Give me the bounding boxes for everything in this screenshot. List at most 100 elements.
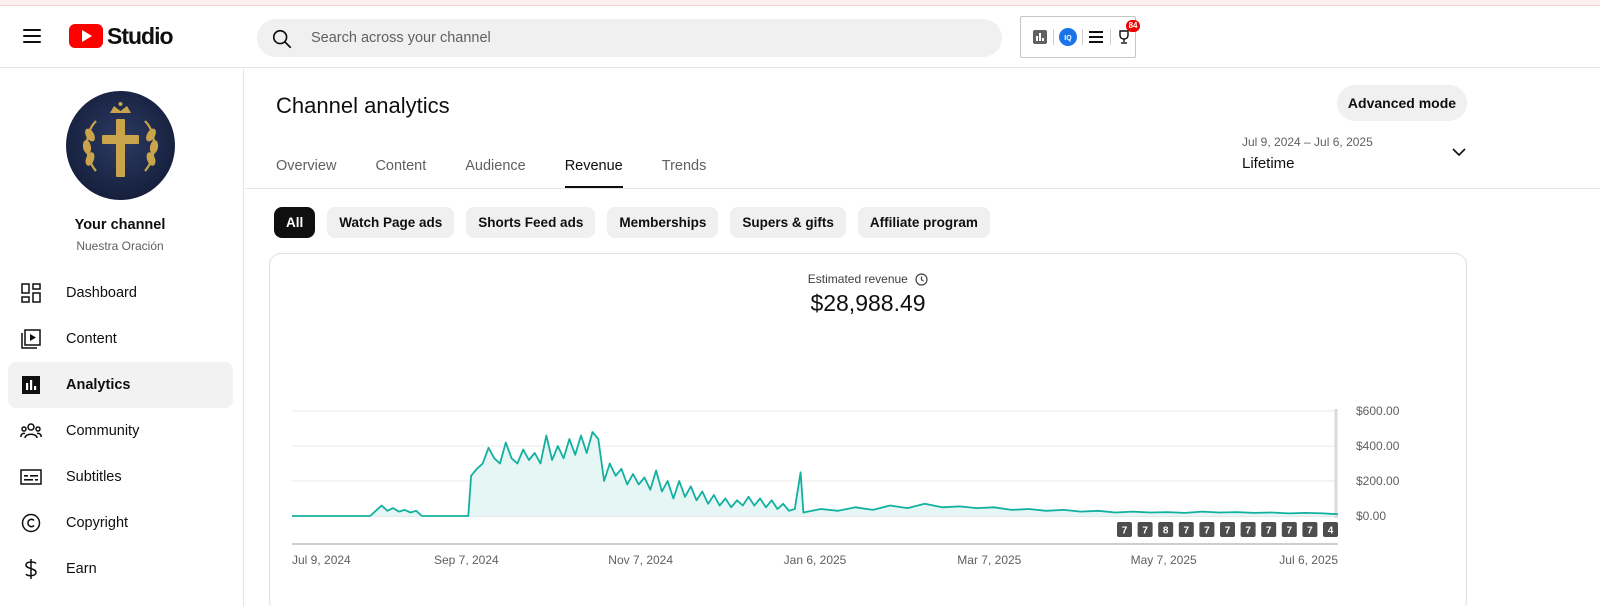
video-marker-label: 7 [1225, 526, 1231, 537]
logo-text: Studio [107, 22, 174, 49]
video-marker [1302, 522, 1318, 537]
x-tick-label: Sep 7, 2024 [434, 553, 499, 567]
y-tick-label: $600.00 [1356, 404, 1400, 418]
video-marker [1178, 522, 1194, 537]
video-marker [1158, 522, 1174, 537]
video-marker [1117, 522, 1132, 537]
sidebar-item-community[interactable]: Community [8, 408, 233, 454]
sidebar-item-label: Analytics [66, 377, 131, 393]
top-accent-line [0, 0, 1600, 6]
sidebar-item-dashboard[interactable]: Dashboard [8, 270, 233, 316]
subtitles-icon [20, 466, 42, 488]
video-marker [1281, 522, 1297, 537]
tab-audience[interactable]: Audience [465, 158, 526, 174]
sidebar-item-copyright[interactable]: Copyright [8, 500, 233, 546]
tab-content[interactable]: Content [375, 158, 427, 174]
avatar[interactable] [66, 91, 175, 200]
revenue-card: Estimated revenue $28,988.49 $600.00 $400… [269, 253, 1467, 606]
menu-button[interactable] [18, 21, 48, 51]
chip-supers-gifts[interactable]: Supers & gifts [730, 207, 846, 238]
metric-value: $28,988.49 [810, 290, 926, 316]
video-marker [1261, 522, 1277, 537]
date-range-label: Lifetime [1242, 155, 1295, 172]
sidebar-item-label: Community [66, 423, 140, 439]
video-marker-label: 8 [1163, 526, 1169, 537]
chip-memberships[interactable]: Memberships [607, 207, 719, 238]
menu-icon-bar [23, 35, 41, 37]
video-marker-label: 7 [1287, 526, 1293, 537]
search-input[interactable] [311, 19, 971, 57]
video-marker-label: 4 [1328, 526, 1334, 537]
earn-icon [20, 558, 42, 580]
revenue-filter-chips: All Watch Page ads Shorts Feed ads Membe… [274, 207, 990, 238]
search-icon[interactable] [271, 28, 293, 50]
chip-affiliate-program[interactable]: Affiliate program [857, 207, 990, 238]
dashboard-icon [20, 282, 42, 304]
tab-overview[interactable]: Overview [276, 158, 337, 174]
x-tick-label: Nov 7, 2024 [608, 553, 673, 567]
extension-list-button[interactable] [1086, 26, 1107, 48]
x-tick-label: Jan 6, 2025 [784, 553, 847, 567]
chip-all[interactable]: All [274, 207, 316, 238]
tab-trends[interactable]: Trends [661, 158, 707, 174]
sidebar-item-subtitles[interactable]: Subtitles [8, 454, 233, 500]
x-tick-label: May 7, 2025 [1131, 553, 1197, 567]
notification-badge: 84 [1126, 20, 1141, 32]
menu-icon [23, 29, 41, 31]
header: Studio IQ [0, 6, 1600, 68]
extension-separator [1053, 29, 1055, 45]
video-marker [1240, 522, 1256, 537]
sidebar-item-label: Dashboard [66, 285, 137, 301]
sidebar-nav: Dashboard Content Analytics Community Su… [8, 270, 233, 592]
extension-trophy-button[interactable]: 84 [1114, 20, 1141, 48]
date-range-dates: Jul 9, 2024 – Jul 6, 2025 [1242, 135, 1373, 149]
list-icon [1089, 31, 1104, 43]
svg-text:IQ: IQ [1064, 35, 1072, 42]
video-marker [1220, 522, 1235, 537]
extension-vidiq-button[interactable]: IQ [1057, 26, 1078, 48]
chip-watch-page-ads[interactable]: Watch Page ads [327, 207, 455, 238]
sidebar: Your channel Nuestra Oración Dashboard C… [0, 69, 244, 606]
sidebar-item-label: Copyright [66, 515, 129, 531]
analytics-tabs: Overview Content Audience Revenue Trends [276, 141, 745, 189]
youtube-logo-icon [69, 24, 103, 48]
video-marker-label: 7 [1184, 526, 1190, 537]
video-marker [1199, 522, 1215, 537]
y-tick-label: $400.00 [1356, 439, 1400, 453]
x-tick-label: Mar 7, 2025 [957, 553, 1021, 567]
chip-shorts-feed-ads[interactable]: Shorts Feed ads [466, 207, 596, 238]
video-marker-label: 7 [1245, 526, 1251, 537]
video-marker [1323, 522, 1338, 537]
metric-label-row: Estimated revenue [270, 272, 1466, 286]
sidebar-item-label: Earn [66, 561, 97, 577]
trophy-icon [1119, 30, 1130, 44]
sidebar-item-earn[interactable]: Earn [8, 546, 233, 592]
search-bar [257, 19, 1002, 57]
page-title: Channel analytics [276, 93, 450, 118]
tabs-divider [245, 188, 1600, 189]
sidebar-item-analytics[interactable]: Analytics [8, 362, 233, 408]
analytics-icon [20, 374, 42, 396]
vidiq-icon: IQ [1058, 28, 1077, 46]
revenue-area [292, 432, 1338, 516]
sidebar-item-label: Subtitles [66, 469, 122, 485]
chevron-down-icon [1452, 148, 1466, 157]
date-range-selector[interactable]: Jul 9, 2024 – Jul 6, 2025 Lifetime [1242, 135, 1467, 179]
channel-cross-emblem-icon [82, 102, 159, 177]
sidebar-item-content[interactable]: Content [8, 316, 233, 362]
advanced-mode-button[interactable]: Advanced mode [1337, 85, 1467, 121]
channel-name: Your channel [74, 217, 166, 233]
channel-handle: Nuestra Oración [76, 239, 164, 253]
extension-analytics-button[interactable] [1029, 26, 1050, 48]
revenue-line [292, 431, 1339, 517]
studio-logo[interactable]: Studio [69, 22, 174, 50]
copyright-icon [20, 512, 42, 534]
extension-toolbar: IQ 84 [1020, 16, 1141, 58]
x-tick-label: Jul 9, 2024 [292, 553, 351, 567]
menu-icon-bar [23, 41, 41, 43]
community-icon [20, 420, 42, 442]
bar-chart-icon [1032, 30, 1047, 44]
tab-revenue[interactable]: Revenue [564, 141, 623, 189]
extension-separator [1081, 29, 1083, 45]
clock-icon[interactable] [915, 273, 928, 286]
